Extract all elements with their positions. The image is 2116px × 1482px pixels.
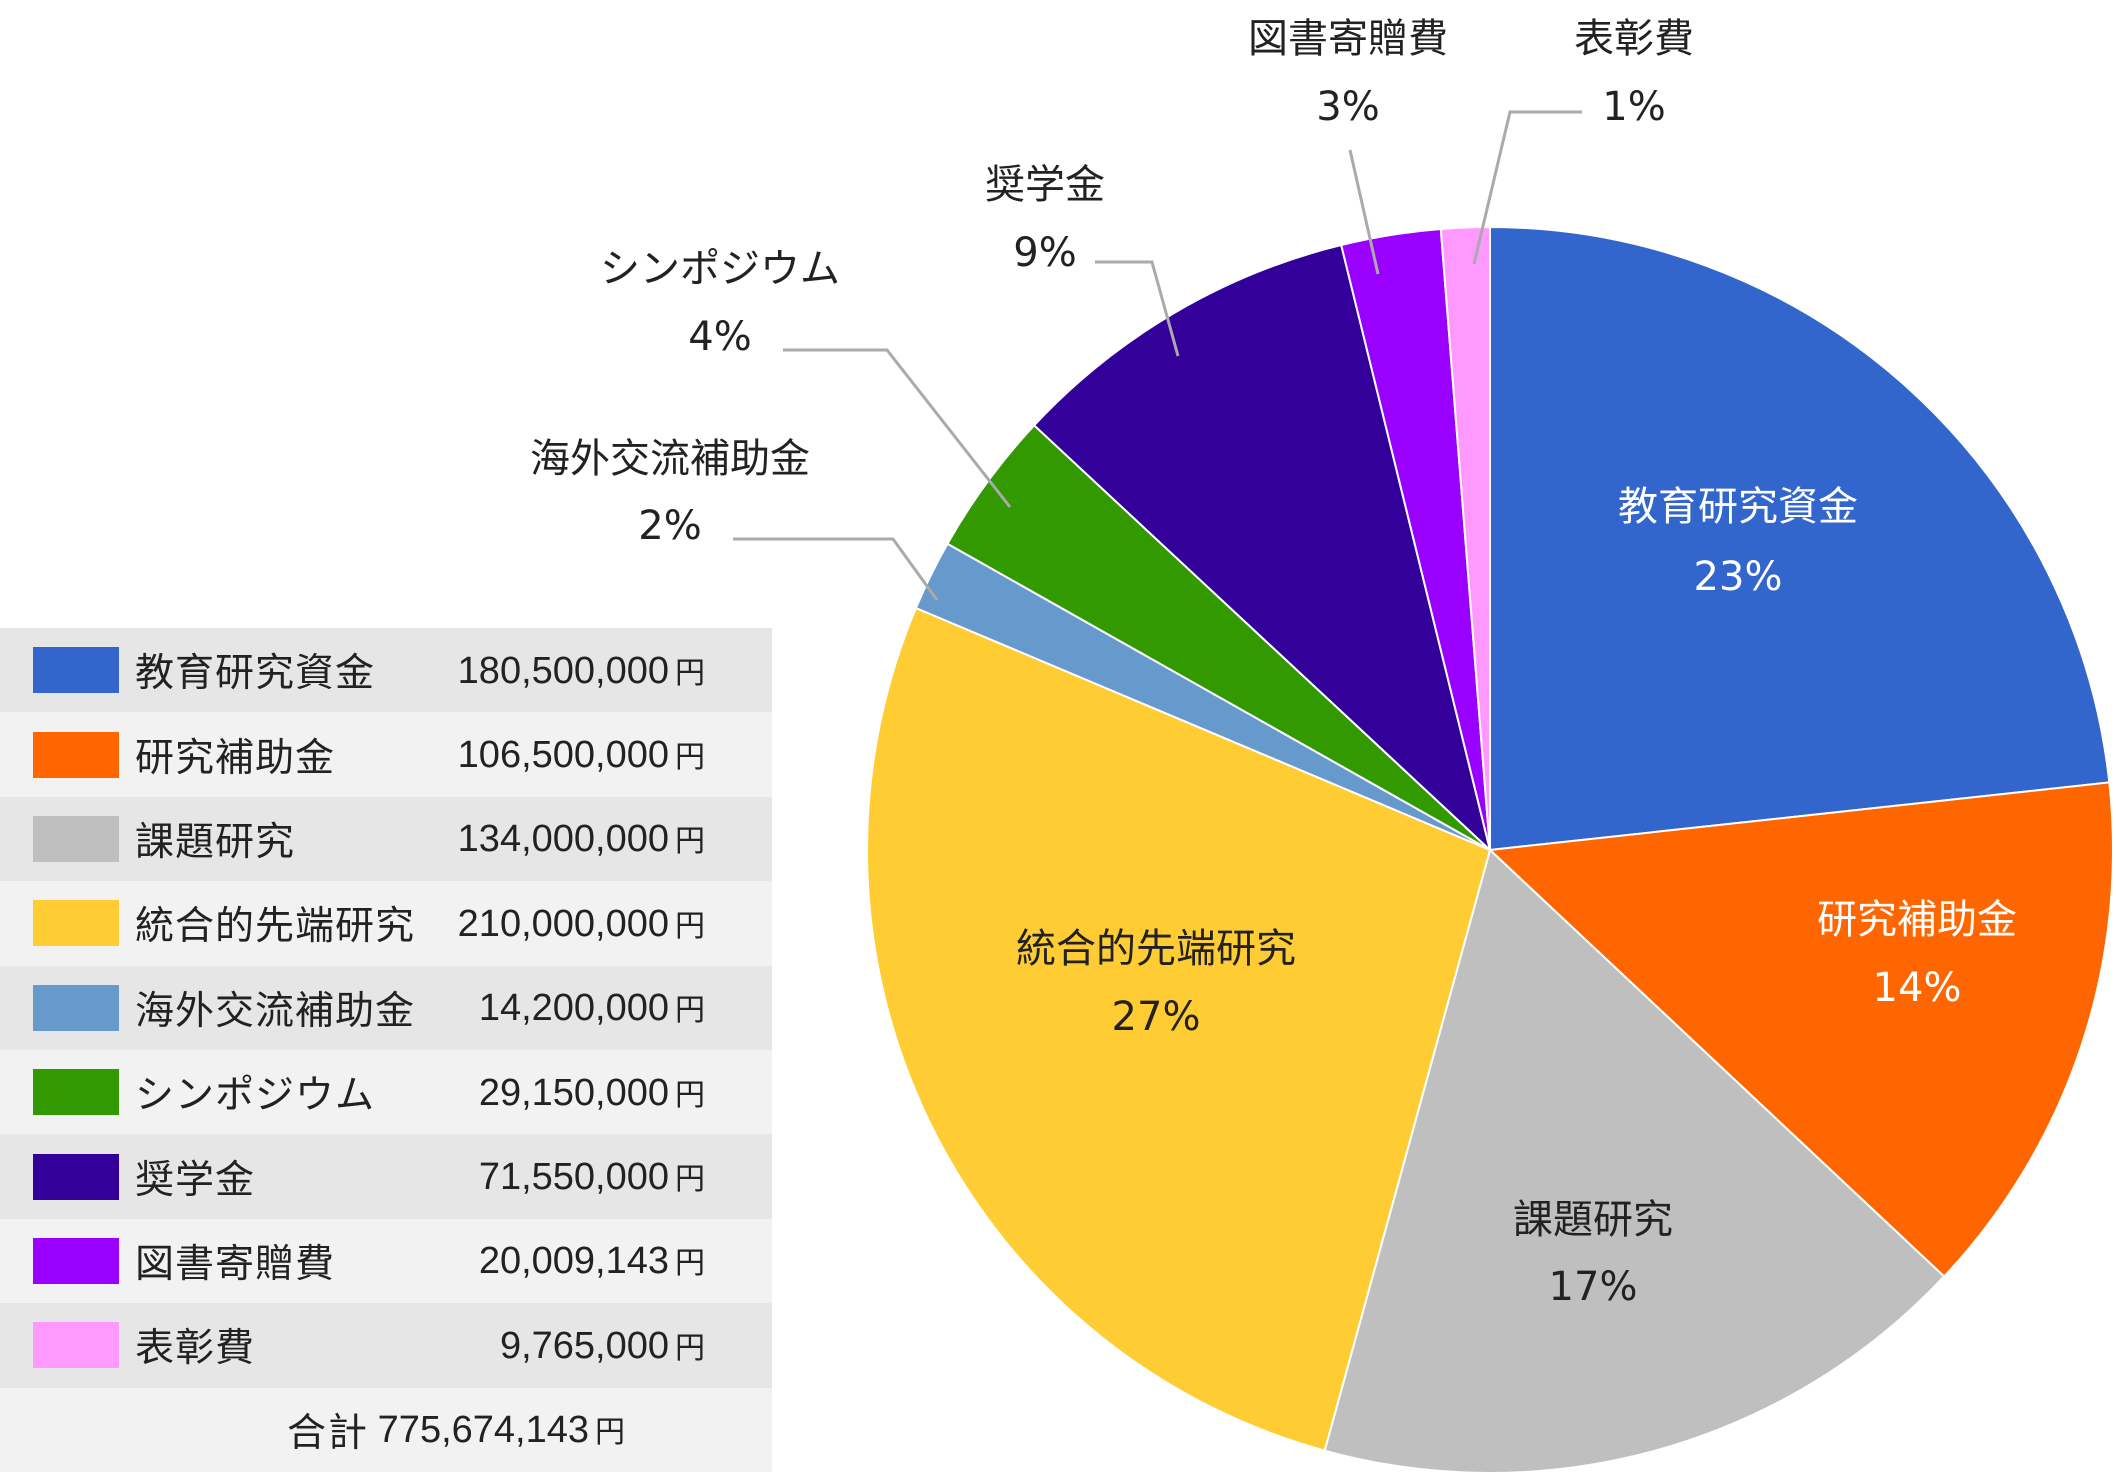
slice-name-label: 表彰費 <box>1574 16 1694 62</box>
leader-line <box>1472 110 1582 265</box>
slice-name-label: 奨学金 <box>985 162 1105 208</box>
legend-label: 海外交流補助金 <box>135 988 416 1034</box>
legend-row: シンポジウム 29,150,000 円 <box>0 1049 772 1135</box>
slice-percent-label: 4% <box>688 314 751 360</box>
slice-percent-label: 17% <box>1549 1264 1638 1310</box>
pie-slice <box>1323 848 1946 1474</box>
legend-unit: 円 <box>675 741 705 775</box>
pie-slice <box>1032 243 1492 854</box>
slice-name-label: 課題研究 <box>1513 1197 1673 1243</box>
legend-label: 教育研究資金 <box>135 651 376 697</box>
legend-unit: 円 <box>675 1078 705 1112</box>
legend-row: 研究補助金 106,500,000 円 <box>0 712 772 797</box>
legend-swatch <box>33 731 119 778</box>
slice-percent-label: 1% <box>1602 84 1665 130</box>
legend-unit: 円 <box>675 1163 705 1197</box>
legend-amount: 20,009,143 円 <box>478 1240 705 1283</box>
legend-amount: 9,765,000 円 <box>499 1324 705 1367</box>
slice-name-label: 図書寄贈費 <box>1248 16 1448 62</box>
slice-name-label: 研究補助金 <box>1817 897 2017 943</box>
legend-unit: 円 <box>675 909 705 943</box>
legend-row: 図書寄贈費 20,009,143 円 <box>0 1218 772 1304</box>
legend-label: 統合的先端研究 <box>135 904 416 950</box>
slice-percent-label: 9% <box>1013 230 1076 276</box>
legend-amount: 134,000,000 円 <box>457 818 705 861</box>
leader-line <box>733 537 939 601</box>
legend-unit: 円 <box>675 994 705 1028</box>
legend-label: 図書寄贈費 <box>135 1241 336 1287</box>
legend-swatch <box>33 1069 119 1116</box>
legend-unit: 円 <box>675 1247 705 1281</box>
leader-line <box>1095 260 1180 357</box>
legend-amount: 71,550,000 円 <box>478 1156 705 1199</box>
slice-name-label: 海外交流補助金 <box>530 436 810 482</box>
legend-amount: 210,000,000 円 <box>457 902 705 945</box>
pie-slice <box>1489 225 2111 852</box>
slice-percent-label: 3% <box>1316 84 1379 130</box>
legend-unit: 円 <box>675 1331 705 1365</box>
legend-label: シンポジウム <box>135 1073 376 1119</box>
legend-row: 課題研究 134,000,000 円 <box>0 796 772 882</box>
legend-row: 統合的先端研究 210,000,000 円 <box>0 881 772 966</box>
slice-percent-label: 2% <box>638 503 701 549</box>
legend-unit: 円 <box>595 1416 625 1450</box>
legend-amount: 29,150,000 円 <box>478 1071 705 1114</box>
legend-swatch <box>33 647 119 694</box>
slice-name-label: 教育研究資金 <box>1618 484 1858 530</box>
legend-swatch <box>33 1322 119 1369</box>
slice-name-label: シンポジウム <box>600 246 840 292</box>
legend-swatch <box>33 1237 119 1284</box>
slice-name-label: 統合的先端研究 <box>1016 926 1296 972</box>
pie-slice <box>1439 225 1491 851</box>
slice-percent-label: 27% <box>1112 994 1201 1040</box>
legend-amount: 180,500,000 円 <box>457 649 705 692</box>
legend-swatch <box>33 984 119 1031</box>
legend-swatch <box>33 815 119 862</box>
legend-swatch <box>33 900 119 947</box>
legend-table: 教育研究資金 180,500,000 円研究補助金 106,500,000 円課題研究 1… <box>0 628 772 1472</box>
pie-slice <box>1487 781 2114 1278</box>
legend-row: 表彰費 9,765,000 円 <box>0 1303 772 1388</box>
legend-label: 表彰費 <box>135 1326 256 1372</box>
total-label: 合計 <box>286 1410 369 1456</box>
legend-amount: 14,200,000 円 <box>478 987 705 1030</box>
leader-line <box>1348 149 1380 275</box>
legend-row: 奨学金 71,550,000 円 <box>0 1134 772 1219</box>
legend-label: 課題研究 <box>135 819 296 865</box>
legend-amount: 106,500,000 円 <box>457 734 705 777</box>
legend-swatch <box>33 1153 119 1200</box>
leader-line <box>783 348 1012 508</box>
legend-unit: 円 <box>675 825 705 859</box>
pie-slice <box>865 606 1492 1452</box>
total-amount: 775,674,143 円 <box>377 1409 625 1452</box>
legend-row: 海外交流補助金 14,200,000 円 <box>0 965 772 1050</box>
legend-label: 奨学金 <box>135 1157 256 1203</box>
slice-percent-label: 23% <box>1694 554 1783 600</box>
legend-row: 教育研究資金 180,500,000 円 <box>0 628 772 713</box>
legend-total-row: 合計 775,674,143 円 <box>0 1387 772 1472</box>
legend-label: 研究補助金 <box>135 735 336 781</box>
legend-unit: 円 <box>675 656 705 690</box>
slice-percent-label: 14% <box>1873 965 1962 1011</box>
